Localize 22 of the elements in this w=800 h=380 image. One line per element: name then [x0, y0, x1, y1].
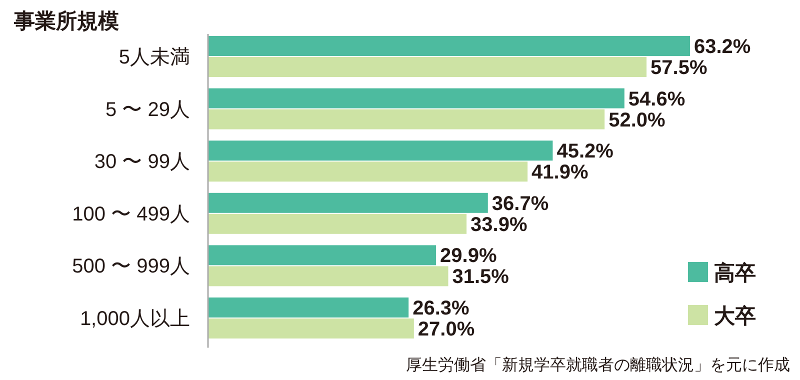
y-tick-label: 100 〜 499人	[72, 203, 190, 226]
y-tick-label: 500 〜 999人	[72, 256, 190, 278]
y-tick-label: 1,000人以上	[80, 308, 190, 330]
data-label: 26.3%	[412, 298, 470, 320]
data-label: 63.2%	[694, 36, 751, 58]
legend-label: 高卒	[714, 261, 756, 285]
data-label: 54.6%	[628, 88, 686, 110]
data-label: 27.0%	[418, 318, 475, 340]
text: 厚生労働省「新規学卒就職者の離職状況」を元に作成	[406, 356, 790, 374]
y-tick-label: 30 〜 99人	[94, 151, 190, 174]
data-label: 45.2%	[556, 140, 614, 163]
data-label: 52.0%	[608, 109, 666, 132]
data-label: 36.7%	[492, 192, 549, 215]
chart-title: 事業所規模	[13, 10, 119, 33]
data-label: 33.9%	[470, 214, 528, 236]
legend-label: 大卒	[714, 304, 756, 328]
y-tick-label: 5 〜 29人	[106, 98, 190, 121]
data-label: 31.5%	[452, 266, 510, 288]
data-label: 41.9%	[532, 162, 588, 184]
data-label: 57.5%	[650, 57, 708, 79]
data-label: 29.9%	[440, 245, 497, 268]
y-tick-label: 5人未満	[118, 46, 190, 68]
